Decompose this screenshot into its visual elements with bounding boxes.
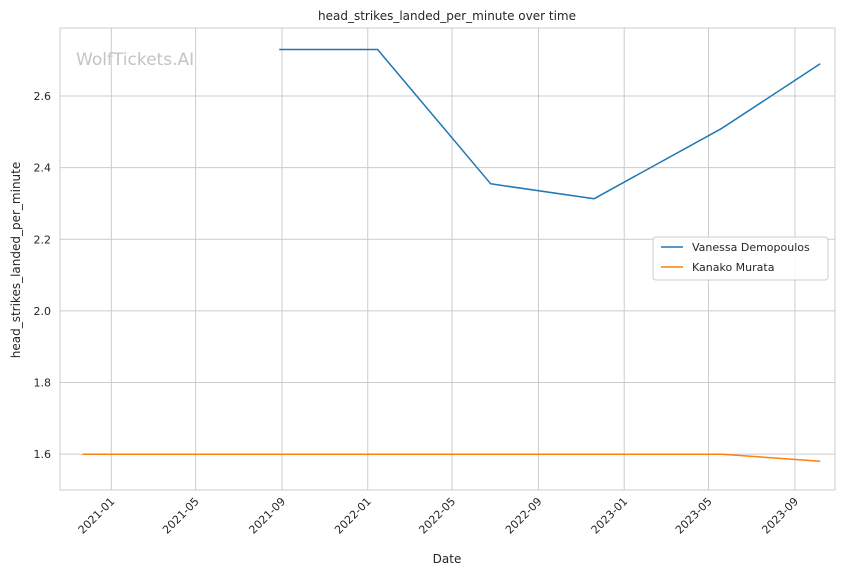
watermark: WolfTickets.AI [76,50,194,70]
y-tick-label: 2.6 [34,90,52,103]
legend-box [652,236,829,281]
series-lines [82,48,821,463]
series-line-1 [279,48,821,200]
y-tick-label: 2.4 [34,162,52,175]
legend: Vanessa Demopoulos Kanako Murata [652,236,829,281]
y-tick-label: 1.6 [34,448,52,461]
chart-title: head_strikes_landed_per_minute over time [318,9,576,23]
legend-label-1: Vanessa Demopoulos [692,241,810,254]
legend-label-2: Kanako Murata [692,261,774,274]
plot-area [59,27,836,491]
y-tick-label: 1.8 [34,377,52,390]
x-axis-label: Date [433,552,462,566]
y-axis-label: head_strikes_landed_per_minute [9,162,23,359]
y-tick-labels: 1.6 1.8 2.0 2.2 2.4 2.6 [34,90,52,461]
series-line-2 [82,453,821,463]
y-tick-label: 2.0 [34,305,52,318]
y-tick-label: 2.2 [34,233,52,246]
